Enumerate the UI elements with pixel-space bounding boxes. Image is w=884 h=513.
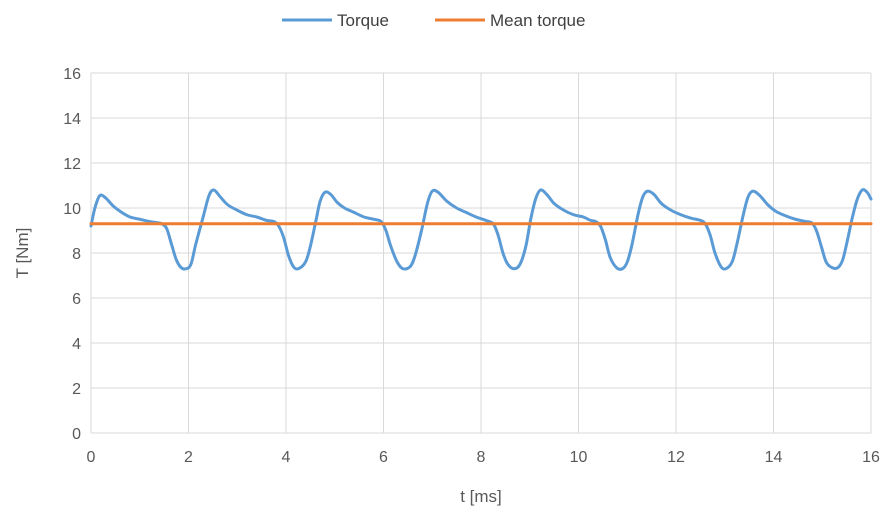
y-tick-label: 2 [72,381,81,398]
x-tick-label: 6 [379,449,388,466]
x-tick-label: 10 [570,449,588,466]
series-lines [89,188,873,271]
y-tick-label: 16 [63,66,81,83]
y-tick-label: 8 [72,246,81,263]
y-tick-label: 12 [63,156,81,173]
legend-label-mean-torque: Mean torque [490,11,585,30]
y-axis-title: T [Nm] [13,228,32,279]
torque-line [89,188,873,271]
x-tick-label: 14 [765,449,783,466]
x-axis-title: t [ms] [460,487,502,506]
x-tick-label: 2 [184,449,193,466]
x-tick-label: 8 [477,449,486,466]
x-tick-label: 16 [862,449,880,466]
y-tick-label: 10 [63,201,81,218]
x-tick-label: 12 [667,449,685,466]
legend-label-torque: Torque [337,11,389,30]
y-tick-label: 4 [72,336,81,353]
y-tick-label: 14 [63,111,81,128]
gridlines [90,72,872,434]
tick-labels: 0 2 4 6 8 10 12 14 16 0 2 4 6 8 10 12 14 16 [63,66,880,466]
legend: Torque Mean torque [282,11,585,30]
x-tick-label: 4 [282,449,291,466]
x-tick-label: 0 [87,449,96,466]
y-tick-label: 0 [72,426,81,443]
y-tick-label: 6 [72,291,81,308]
